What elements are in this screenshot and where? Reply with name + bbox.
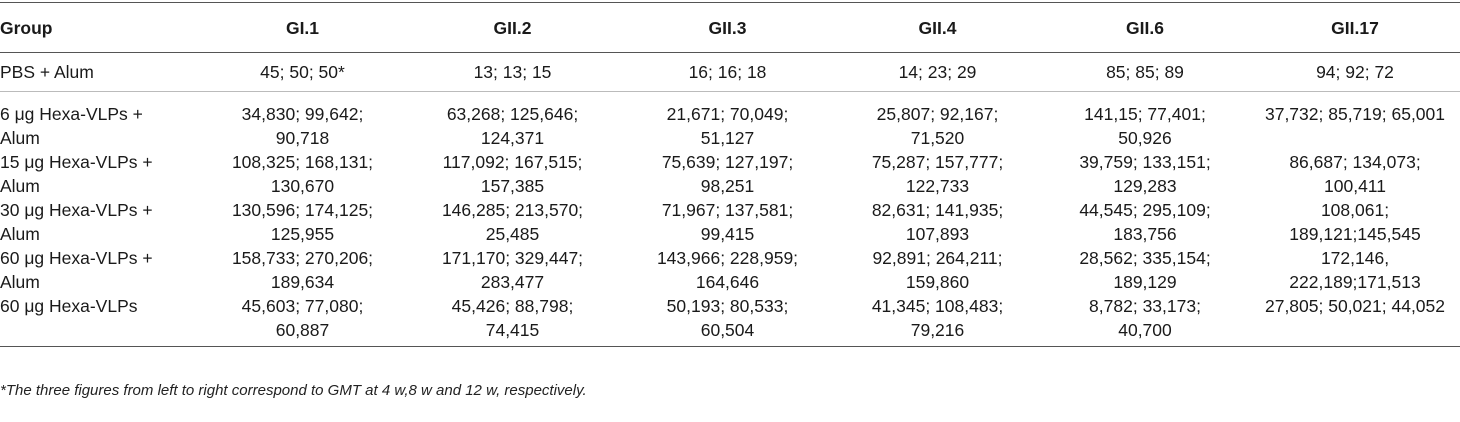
table-cell: 45,603; 77,080; 60,887 — [200, 294, 405, 347]
table-cell: 86,687; 134,073; 100,411 — [1289, 152, 1421, 196]
header-group: Group — [0, 2, 200, 53]
table-cell: 34,830; 99,642; 90,718 — [241, 104, 364, 148]
table-cell: 25,807; 92,167; 71,520 — [876, 104, 999, 148]
table-cell: 171,170; 329,447; 283,477 — [441, 248, 584, 292]
table-cell: 27,805; 50,021; 44,052 — [1250, 294, 1460, 347]
table-cell: 146,285; 213,570; 25,485 — [441, 200, 584, 244]
table-row: 30 μg Hexa-VLPs + Alum 130,596; 174,125;… — [0, 198, 1460, 246]
table-row: 15 μg Hexa-VLPs + Alum 108,325; 168,131;… — [0, 150, 1460, 198]
row-group-label: 30 μg Hexa-VLPs + Alum — [0, 200, 153, 244]
table-cell: 63,268; 125,646; 124,371 — [446, 104, 579, 148]
table-cell: 14; 23; 29 — [835, 52, 1040, 92]
row-spacer — [0, 92, 1460, 103]
table-footnote: *The three figures from left to right co… — [0, 382, 587, 399]
table-cell: 21,671; 70,049; 51,127 — [666, 104, 789, 148]
table-cell: 92,891; 264,211; 159,860 — [872, 248, 1003, 292]
header-gi1: GI.1 — [200, 2, 405, 53]
header-gii4: GII.4 — [835, 2, 1040, 53]
table-cell: 28,562; 335,154; 189,129 — [1079, 248, 1211, 292]
header-gii2: GII.2 — [405, 2, 620, 53]
row-group-label: 60 μg Hexa-VLPs — [0, 294, 200, 347]
table-row: 60 μg Hexa-VLPs + Alum 158,733; 270,206;… — [0, 246, 1460, 294]
gmt-table: Group GI.1 GII.2 GII.3 GII.4 GII.6 GII.1… — [0, 2, 1460, 347]
table-cell: 45,426; 88,798; 74,415 — [405, 294, 620, 347]
header-gii17: GII.17 — [1250, 2, 1460, 53]
table-cell: 108,325; 168,131; 130,670 — [231, 152, 374, 196]
table-cell: 75,639; 127,197; 98,251 — [661, 152, 794, 196]
table-cell: 37,732; 85,719; 65,001 — [1264, 104, 1446, 124]
header-gii6: GII.6 — [1040, 2, 1250, 53]
table-cell: 8,782; 33,173; 40,700 — [1040, 294, 1250, 347]
table-cell: 41,345; 108,483; 79,216 — [835, 294, 1040, 347]
table-cell: 39,759; 133,151; 129,283 — [1079, 152, 1211, 196]
table-cell: 75,287; 157,777; 122,733 — [871, 152, 1004, 196]
row-group-label: 15 μg Hexa-VLPs + Alum — [0, 152, 153, 196]
table-cell: 158,733; 270,206; 189,634 — [231, 248, 374, 292]
table-cell: 130,596; 174,125; 125,955 — [231, 200, 374, 244]
table-cell: 108,061; 189,121;145,545 — [1289, 200, 1421, 244]
header-gii3: GII.3 — [620, 2, 835, 53]
table-cell: 45; 50; 50* — [200, 52, 405, 92]
table-cell: 94; 92; 72 — [1250, 52, 1460, 92]
table-cell: 172,146, 222,189;171,513 — [1289, 248, 1421, 292]
table-cell: 44,545; 295,109; 183,756 — [1079, 200, 1211, 244]
table-cell: 13; 13; 15 — [405, 52, 620, 92]
table-cell: 117,092; 167,515; 157,385 — [442, 152, 583, 196]
header-row: Group GI.1 GII.2 GII.3 GII.4 GII.6 GII.1… — [0, 2, 1460, 53]
table-row: 6 μg Hexa-VLPs + Alum 34,830; 99,642; 90… — [0, 102, 1460, 150]
table-cell: 16; 16; 18 — [620, 52, 835, 92]
table-cell: 85; 85; 89 — [1040, 52, 1250, 92]
row-group-label: PBS + Alum — [0, 52, 200, 92]
table-cell: 143,966; 228,959; 164,646 — [656, 248, 799, 292]
table-cell: 71,967; 137,581; 99,415 — [661, 200, 794, 244]
row-group-label: 60 μg Hexa-VLPs + Alum — [0, 248, 153, 292]
table-cell: 82,631; 141,935; 107,893 — [871, 200, 1004, 244]
row-group-label: 6 μg Hexa-VLPs + Alum — [0, 104, 143, 148]
table-row: 60 μg Hexa-VLPs 45,603; 77,080; 60,887 4… — [0, 294, 1460, 347]
table-row: PBS + Alum 45; 50; 50* 13; 13; 15 16; 16… — [0, 52, 1460, 92]
table-cell: 50,193; 80,533; 60,504 — [620, 294, 835, 347]
table-cell: 141,15; 77,401; 50,926 — [1084, 104, 1206, 148]
